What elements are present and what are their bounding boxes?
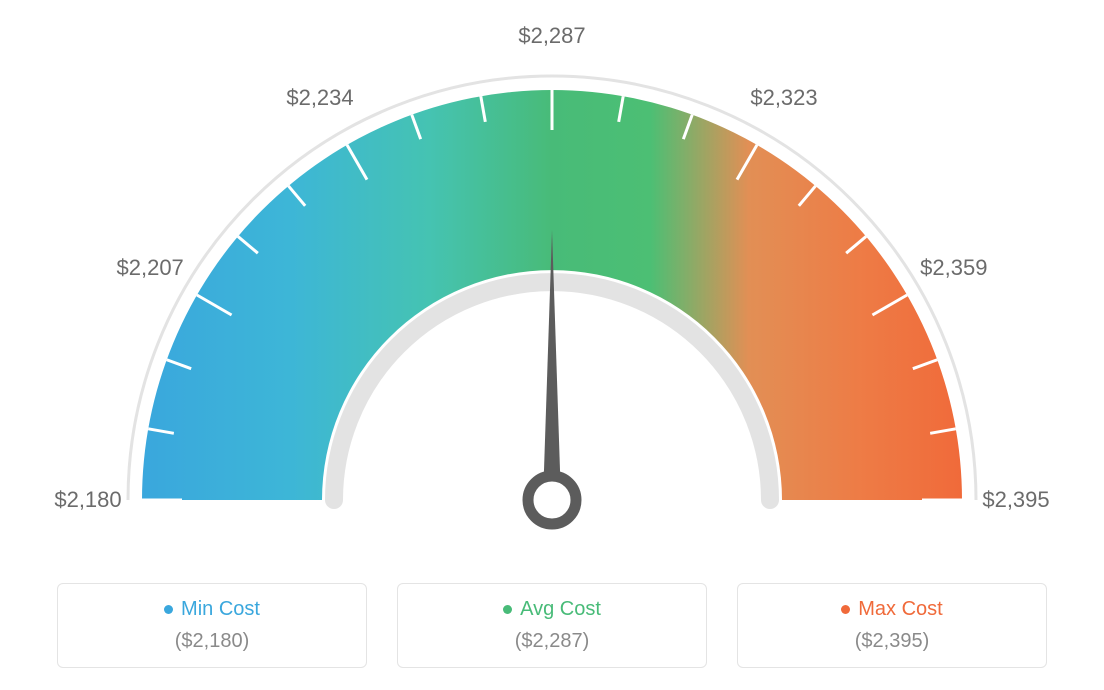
legend-title-min-text: Min Cost — [181, 598, 260, 621]
legend-row: Min Cost ($2,180) Avg Cost ($2,287) Max … — [57, 583, 1047, 668]
legend-title-min: Min Cost — [164, 598, 260, 621]
legend-title-max-text: Max Cost — [858, 598, 942, 621]
dot-max — [841, 605, 850, 614]
gauge-tick-label: $2,395 — [982, 487, 1049, 513]
gauge-chart: $2,180 $2,207 $2,234 $2,287 $2,323 $2,359 $2,3… — [0, 0, 1104, 560]
gauge-tick-label: $2,234 — [286, 85, 353, 111]
gauge-tick-label: $2,287 — [518, 23, 585, 49]
legend-card-max: Max Cost ($2,395) — [737, 583, 1047, 668]
gauge-tick-label: $2,207 — [117, 255, 184, 281]
gauge-tick-label: $2,323 — [750, 85, 817, 111]
dot-min — [164, 605, 173, 614]
gauge-tick-label: $2,359 — [920, 255, 987, 281]
gauge-svg — [72, 40, 1032, 590]
legend-value-max: ($2,395) — [855, 630, 930, 653]
legend-value-avg: ($2,287) — [515, 630, 590, 653]
legend-card-min: Min Cost ($2,180) — [57, 583, 367, 668]
legend-card-avg: Avg Cost ($2,287) — [397, 583, 707, 668]
legend-value-min: ($2,180) — [175, 630, 250, 653]
dot-avg — [503, 605, 512, 614]
legend-title-avg-text: Avg Cost — [520, 598, 601, 621]
legend-title-avg: Avg Cost — [503, 598, 601, 621]
legend-title-max: Max Cost — [841, 598, 942, 621]
gauge-tick-label: $2,180 — [54, 487, 121, 513]
